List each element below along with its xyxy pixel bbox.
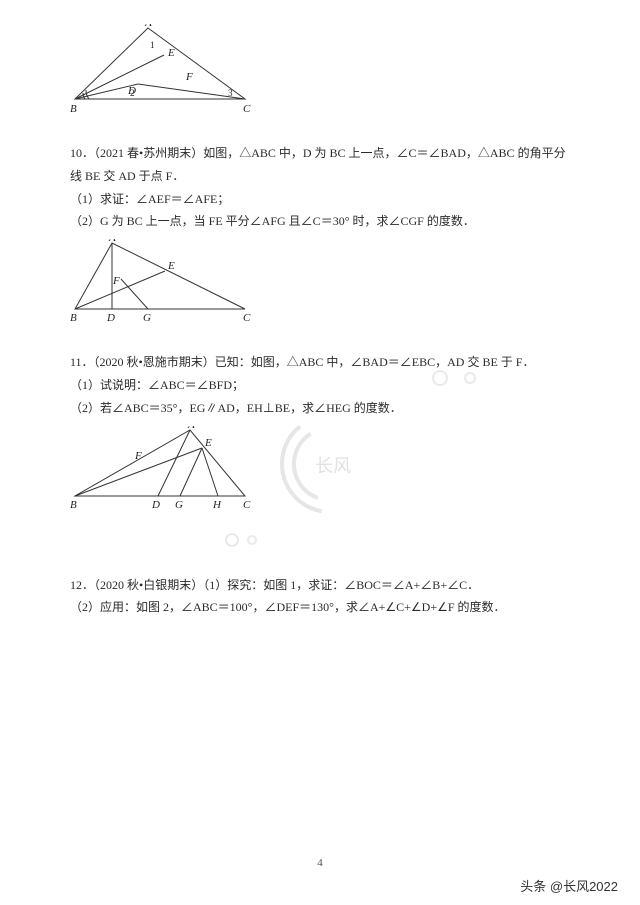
- label-E: E: [204, 437, 212, 449]
- q10-stem: 10．（2021 春•苏州期末）如图，△ABC 中，D 为 BC 上一点，∠C＝…: [70, 142, 570, 188]
- label-F: F: [134, 450, 142, 462]
- svg-text:长风: 长风: [315, 456, 351, 476]
- attribution: 头条 @长风2022: [520, 876, 618, 895]
- q11-part1: （1）试说明：∠ABC＝∠BFD；: [70, 374, 570, 397]
- label-C: C: [243, 499, 251, 511]
- question-10: 10．（2021 春•苏州期末）如图，△ABC 中，D 为 BC 上一点，∠C＝…: [70, 142, 570, 233]
- q11-part2: （2）若∠ABC＝35°，EG∥AD，EH⊥BE，求∠HEG 的度数．: [70, 397, 570, 420]
- label-A: A: [187, 426, 195, 431]
- label-G: G: [175, 499, 183, 511]
- angle-3: 3: [228, 88, 233, 98]
- label-A: A: [144, 24, 152, 29]
- label-H: H: [212, 499, 222, 511]
- label-B: B: [70, 499, 77, 511]
- label-E: E: [167, 47, 175, 59]
- angle-1: 1: [150, 40, 155, 50]
- angle-2: 2: [130, 88, 135, 98]
- label-F: F: [185, 71, 193, 83]
- question-11: 11．（2020 秋•恩施市期末）已知：如图，△ABC 中，∠BAD＝∠EBC，…: [70, 351, 570, 419]
- q10-part1: （1）求证：∠AEF＝∠AFE；: [70, 188, 570, 211]
- label-D: D: [151, 499, 160, 511]
- label-G: G: [143, 312, 151, 324]
- q12-stem: 12．（2020 秋•白银期末）（1）探究：如图 1，求证：∠BOC＝∠A+∠B…: [70, 574, 570, 597]
- label-B: B: [70, 312, 77, 324]
- label-E: E: [167, 260, 175, 272]
- label-C: C: [243, 103, 251, 115]
- label-A: A: [108, 239, 116, 244]
- label-F: F: [112, 275, 120, 287]
- label-C: C: [243, 312, 251, 324]
- figure-9: A B C D E F 1 2 3: [70, 24, 260, 116]
- q10-part2: （2）G 为 BC 上一点，当 FE 平分∠AFG 且∠C＝30° 时，求∠CG…: [70, 210, 570, 233]
- label-B: B: [70, 103, 77, 115]
- question-12: 12．（2020 秋•白银期末）（1）探究：如图 1，求证：∠BOC＝∠A+∠B…: [70, 574, 570, 620]
- figure-10: A B C D G E F: [70, 239, 260, 325]
- watermark-ring: 长风: [270, 404, 390, 524]
- label-D: D: [106, 312, 115, 324]
- q11-stem: 11．（2020 秋•恩施市期末）已知：如图，△ABC 中，∠BAD＝∠EBC，…: [70, 351, 570, 374]
- q12-part2: （2）应用：如图 2，∠ABC＝100°，∠DEF＝130°，求∠A+∠C+∠D…: [70, 596, 570, 619]
- page-number: 4: [0, 857, 640, 869]
- figure-11: A B C D G H E F: [70, 426, 260, 512]
